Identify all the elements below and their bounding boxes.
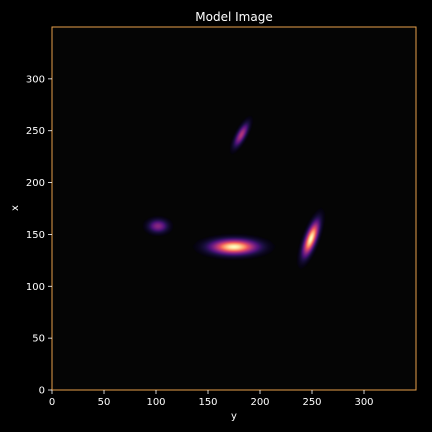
y-tick-label: 150	[26, 230, 45, 241]
model-image	[52, 27, 416, 390]
y-tick-label: 0	[39, 386, 45, 397]
y-tick-label: 200	[26, 178, 45, 189]
y-tick-label: 250	[26, 126, 45, 137]
y-tick-label: 100	[26, 282, 45, 293]
x-axis-ticks: 0 50 100 150 200 250 300	[49, 390, 374, 408]
y-axis-ticks: 0 50 100 150 200 250 300	[26, 74, 52, 397]
x-tick-label: 250	[302, 397, 321, 408]
model-image-raster	[52, 27, 416, 390]
y-tick-label: 300	[26, 74, 45, 85]
y-tick-label: 50	[32, 334, 45, 345]
chart-title: Model Image	[195, 10, 272, 24]
x-tick-label: 150	[198, 397, 217, 408]
x-tick-label: 300	[354, 397, 373, 408]
x-tick-label: 0	[49, 397, 55, 408]
x-tick-label: 200	[250, 397, 269, 408]
x-axis-label: y	[231, 411, 237, 422]
y-axis-label: x	[10, 205, 21, 211]
plot-frame	[51, 26, 417, 391]
x-tick-label: 100	[146, 397, 165, 408]
x-tick-label: 50	[98, 397, 111, 408]
